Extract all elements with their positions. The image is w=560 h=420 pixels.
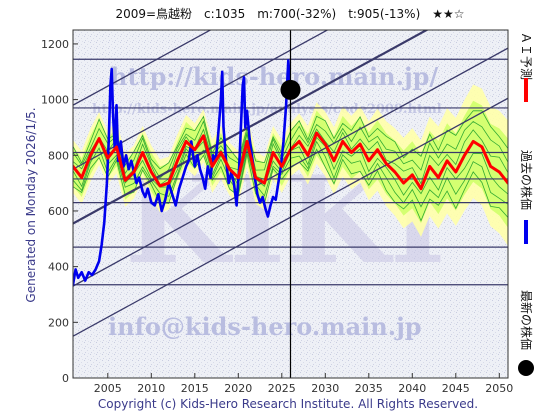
y-tick-label: 1200 [41,38,69,51]
x-tick-label: 2035 [355,382,383,395]
plot-border [72,29,509,379]
x-tick-label: 2020 [224,382,252,395]
y-tick-label: 600 [48,205,69,218]
legend-item-ai-prediction: ＡＩ予測 [519,32,533,102]
watermark-top: http://kids-hero.main.jp/ [110,62,438,91]
y-tick-label: 200 [48,316,69,329]
x-tick-label: 2050 [485,382,513,395]
y-tick-label: 800 [48,149,69,162]
x-tick-label: 2005 [94,382,122,395]
legend-item-past-price: 過去の株価 [519,150,534,244]
x-tick-label: 2010 [137,382,165,395]
legend-label: 最新の株価 [519,290,534,350]
legend-label: ＡＩ予測 [519,32,533,80]
x-tick-label: 2040 [398,382,426,395]
x-tick-label: 2030 [311,382,339,395]
y-tick-label: 1000 [41,94,69,107]
trend-channel-line [73,30,212,106]
y-tick-label: 0 [62,372,69,385]
watermark-mid: http://kids-hero.main.jp/analysis/code20… [92,102,442,117]
generated-date-label: Generated on Monday 2026/1/5. [24,107,38,302]
watermark-bottom: info@kids-hero.main.jp [108,312,422,341]
y-tick-label: 400 [48,261,69,274]
x-axis: 2005 2010 2015 2020 2025 2030 2035 2040 2045 2050 [94,373,513,395]
legend-label: 過去の株価 [519,150,534,210]
latest-price-marker [280,79,301,100]
x-tick-label: 2045 [442,382,470,395]
y-axis: 0 200 400 600 800 1000 1200 [41,38,78,385]
copyright-notice: Copyright (c) Kids-Hero Research Institu… [98,397,478,411]
legend-dot-symbol [518,360,534,376]
x-tick-label: 2025 [268,382,296,395]
legend-item-latest-price: 最新の株価 [518,290,534,376]
chart-title: 2009=鳥越粉 c:1035 m:700(-32%) t:905(-13%) … [115,6,464,21]
x-tick-label: 2015 [181,382,209,395]
